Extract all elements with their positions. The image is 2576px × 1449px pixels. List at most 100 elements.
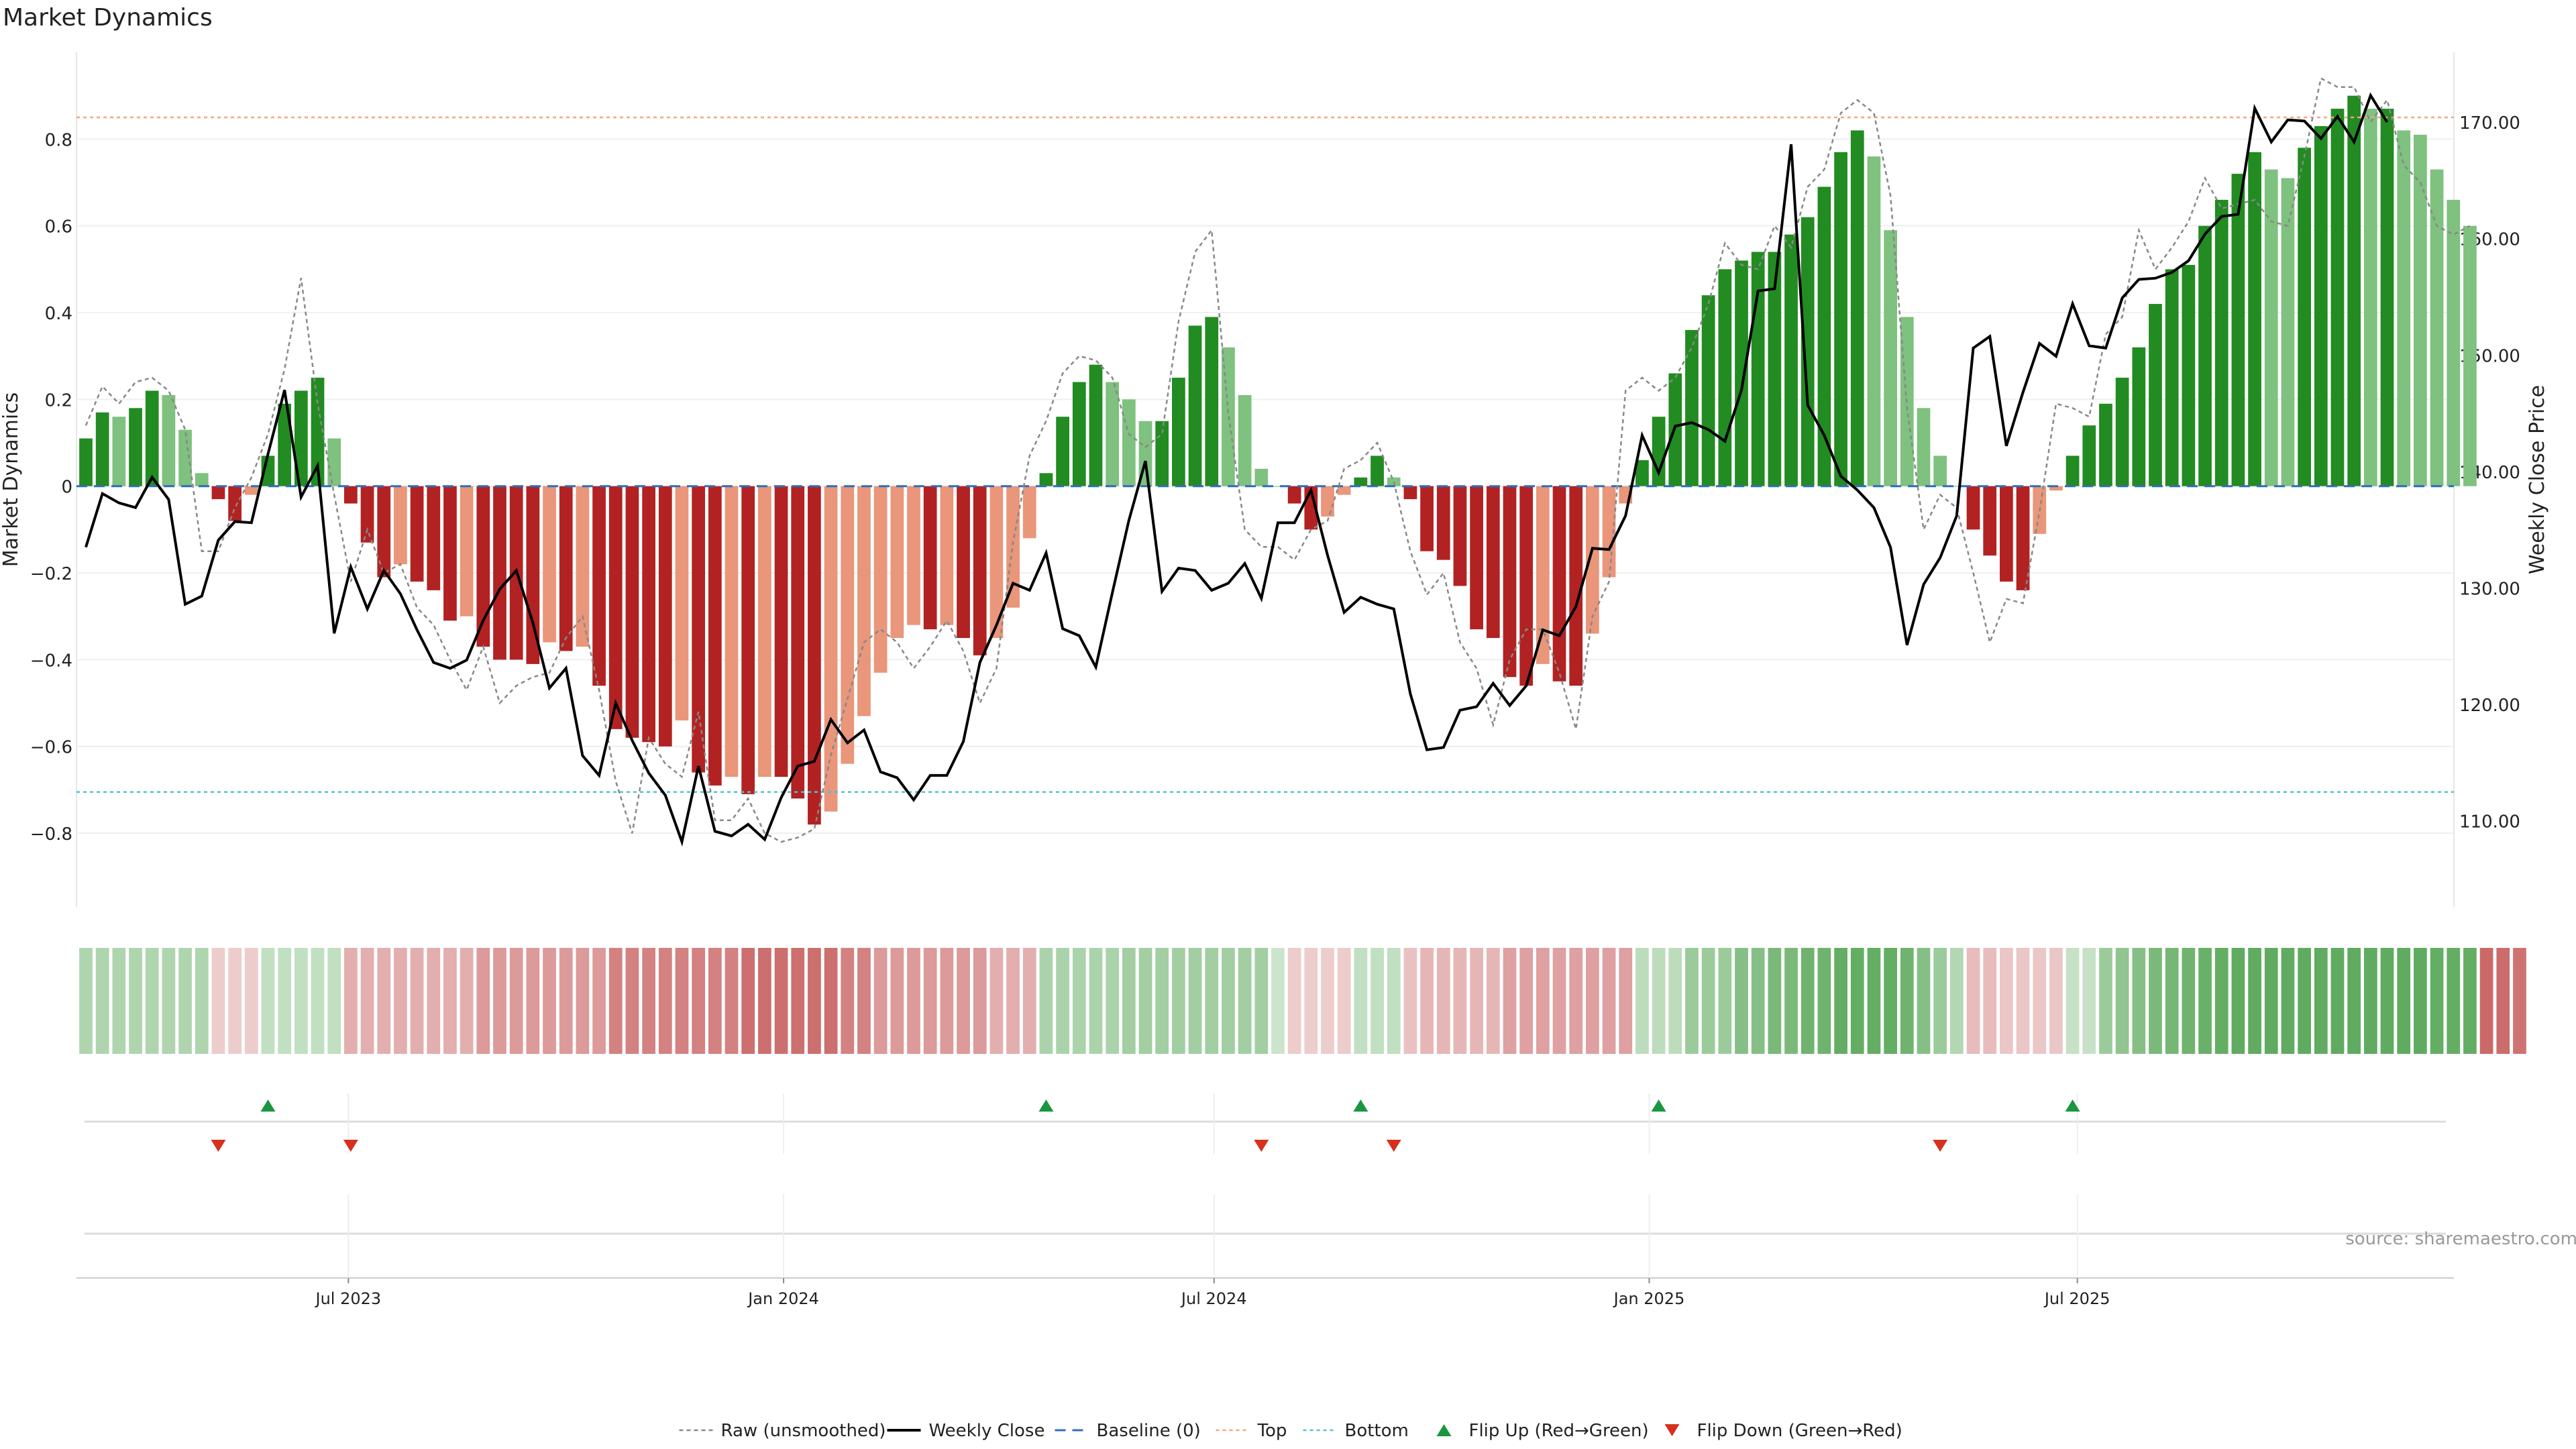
strip-cell <box>1735 948 1748 1054</box>
dynamics-bar <box>1436 486 1450 560</box>
strip-cell <box>1222 948 1235 1054</box>
dynamics-bar <box>1917 408 1931 486</box>
dynamics-bar <box>1685 329 1699 486</box>
strip-cell <box>2430 948 2444 1054</box>
strip-cell <box>1503 948 1517 1054</box>
strip-cell <box>1569 948 1583 1054</box>
strip-cell <box>1983 948 1997 1054</box>
dynamics-bar <box>145 390 159 486</box>
dynamics-bar <box>1536 486 1550 664</box>
dynamics-bar <box>112 417 126 486</box>
dynamics-bar <box>1039 473 1053 486</box>
strip-cell <box>278 948 292 1054</box>
strip-cell <box>543 948 556 1054</box>
dynamics-bar <box>841 486 855 764</box>
strip-cell <box>1751 948 1765 1054</box>
dynamics-bar <box>1850 130 1864 486</box>
strip-cell <box>377 948 391 1054</box>
flip-up-marker <box>260 1099 276 1112</box>
strip-cell <box>1022 948 1036 1054</box>
strip-cell <box>2065 948 2080 1054</box>
dynamics-bar <box>311 378 325 486</box>
dynamics-bar <box>2182 264 2196 486</box>
dynamics-bar <box>394 486 407 565</box>
dynamics-bar <box>1784 234 1798 486</box>
strip-cell <box>1519 948 1534 1054</box>
dynamics-bar <box>642 486 655 743</box>
strip-cell <box>410 948 424 1054</box>
strip-cell <box>1602 948 1616 1054</box>
dynamics-bar <box>2132 347 2146 486</box>
strip-cell <box>658 948 672 1054</box>
y-tick-label: 0.4 <box>45 304 72 324</box>
dynamics-bar <box>1287 486 1301 504</box>
strip-cell <box>692 948 706 1054</box>
dynamics-bar <box>2016 486 2030 590</box>
date-tick-label: Jan 2025 <box>1613 1289 1685 1308</box>
strip-cell <box>526 948 540 1054</box>
y2-tick-label: 170.00 <box>2459 113 2520 133</box>
legend-label-flip-down: Flip Down (Green→Red) <box>1697 1421 1902 1441</box>
flip-down-marker <box>211 1140 226 1152</box>
strip-cell <box>1668 948 1682 1054</box>
dynamics-bar <box>608 486 623 729</box>
date-tick-label: Jul 2024 <box>1180 1289 1247 1308</box>
strip-cell <box>1900 948 1914 1054</box>
strip-cell <box>1271 948 1285 1054</box>
dynamics-bar <box>1205 317 1219 486</box>
strip-cell <box>1652 948 1666 1054</box>
dynamics-bar <box>873 486 888 673</box>
dynamics-bar <box>2149 304 2162 486</box>
strip-cell <box>1685 948 1699 1054</box>
strip-cell <box>1486 948 1500 1054</box>
strip-cell <box>2082 948 2096 1054</box>
strip-cell <box>989 948 1004 1054</box>
legend-label-top: Top <box>1257 1421 1287 1441</box>
strip-cell <box>857 948 871 1054</box>
dynamics-bar <box>625 486 639 738</box>
strip-cell <box>2298 948 2311 1054</box>
dynamics-bar <box>2298 148 2311 486</box>
strip-cell <box>907 948 920 1054</box>
strip-cell <box>1453 948 1467 1054</box>
flip-down-marker <box>1254 1140 1269 1152</box>
dynamics-bar <box>1949 486 1964 487</box>
strip-cell <box>708 948 722 1054</box>
strip-cell <box>1817 948 1831 1054</box>
dynamics-bar <box>410 486 424 582</box>
legend-flip-up-swatch <box>1436 1424 1452 1436</box>
dynamics-bar <box>675 486 689 720</box>
dynamics-bar <box>741 486 755 794</box>
strip-cell <box>1254 948 1269 1054</box>
dynamics-bar <box>791 486 805 799</box>
dynamics-bar <box>1420 486 1434 551</box>
dynamics-bar <box>973 486 987 655</box>
strip-cell <box>1850 948 1864 1054</box>
strip-cell <box>195 948 209 1054</box>
dynamics-bar <box>1271 486 1285 487</box>
strip-cell <box>244 948 258 1054</box>
strip-cell <box>592 948 606 1054</box>
strip-cell <box>2347 948 2361 1054</box>
dynamics-bar <box>907 486 920 625</box>
strip-cell <box>923 948 937 1054</box>
flip-down-marker <box>343 1140 358 1152</box>
dynamics-bar <box>2463 225 2477 486</box>
strip-cell <box>2380 948 2394 1054</box>
strip-cell <box>724 948 739 1054</box>
raw-unsmoothed-line <box>85 76 2471 843</box>
dynamics-bar <box>1552 486 1566 682</box>
dynamics-bar <box>2447 199 2461 486</box>
dynamics-bar <box>1238 394 1252 486</box>
strip-cell <box>2231 948 2245 1054</box>
dynamics-bar <box>724 486 739 777</box>
strip-cell <box>2099 948 2112 1054</box>
dynamics-bar <box>923 486 937 630</box>
strip-cell <box>2033 948 2047 1054</box>
dynamics-bar <box>1834 152 1847 486</box>
dynamics-bar <box>1519 486 1534 686</box>
dynamics-bar <box>543 486 556 643</box>
strip-cell <box>559 948 573 1054</box>
strip-cell <box>1387 948 1401 1054</box>
dynamics-bar <box>576 486 590 647</box>
